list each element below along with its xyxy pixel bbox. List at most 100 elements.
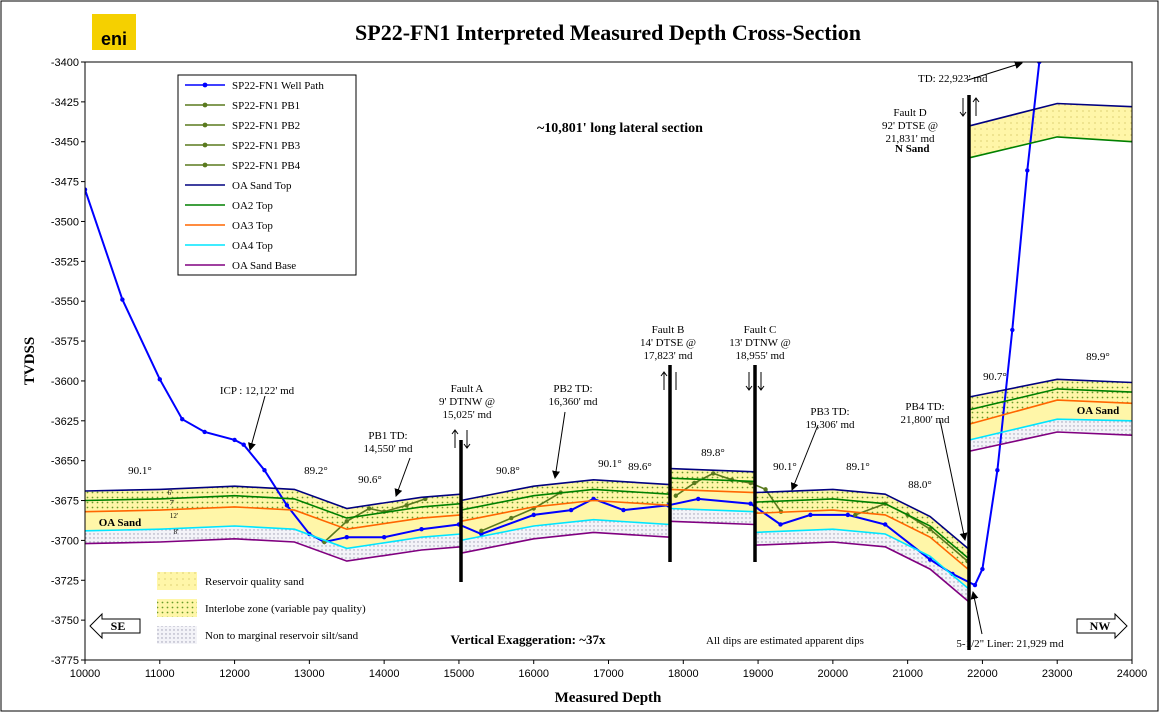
series-line <box>323 498 426 543</box>
point-marker <box>381 535 387 540</box>
series-line <box>85 136 1132 561</box>
point-marker <box>531 512 536 518</box>
x-tick-label: 24000 <box>1117 668 1148 680</box>
annotation: 16,360' md <box>548 396 598 408</box>
annotation: 21,800' md <box>900 414 950 426</box>
legend-label: OA4 Top <box>232 240 273 252</box>
legend-marker <box>202 142 208 148</box>
x-tick-label: 14000 <box>369 668 400 680</box>
pointer <box>552 411 566 479</box>
legend-label: SP22-FN1 PB3 <box>232 140 301 152</box>
point-marker <box>120 297 125 302</box>
fault-arrow <box>959 97 980 117</box>
point-marker <box>748 501 753 506</box>
x-tick-label: 16000 <box>518 668 549 680</box>
point-marker <box>509 515 514 521</box>
pointer <box>394 457 411 497</box>
nw-arrow <box>1076 612 1128 640</box>
y-tick-label: -3600 <box>51 376 79 388</box>
point-marker <box>419 527 424 532</box>
point-marker <box>883 522 888 527</box>
annotation: 89.8° <box>701 447 725 459</box>
x-axis-label: Measured Depth <box>555 690 662 706</box>
annotation: 90.8° <box>496 465 520 477</box>
annotation: 89.2° <box>304 465 328 477</box>
annotation: 89.1° <box>846 461 870 473</box>
se-arrow <box>89 612 141 640</box>
point-marker <box>621 507 626 513</box>
pointer <box>790 424 819 491</box>
chart-title: SP22-FN1 Interpreted Measured Depth Cros… <box>355 20 861 45</box>
annotation: PB2 TD: <box>553 383 592 395</box>
annotation: 14,550' md <box>363 443 413 455</box>
annotation: 92' DTSE @ <box>882 120 938 132</box>
logo-box <box>92 14 136 50</box>
point-marker <box>778 522 783 527</box>
point-marker <box>479 528 484 534</box>
lines <box>85 62 1132 604</box>
x-tick-label: 21000 <box>892 668 923 680</box>
point-marker <box>232 437 237 443</box>
y-tick-label: -3750 <box>51 615 79 627</box>
fault-arrow <box>660 371 677 390</box>
point-marker <box>180 417 185 422</box>
y-tick-label: -3500 <box>51 216 79 228</box>
fault-arrows <box>451 97 980 449</box>
annotation: ~10,801' long lateral section <box>537 121 703 136</box>
series-line <box>481 491 562 532</box>
legend-marker <box>202 102 208 108</box>
annotation: SE <box>111 619 126 633</box>
annotation: N Sand <box>895 143 930 155</box>
pointers <box>248 61 1023 635</box>
series-line <box>85 418 1132 591</box>
annotation: 18,955' md <box>735 350 785 362</box>
legend-label: OA Sand Base <box>232 260 296 272</box>
zone-fill <box>85 486 461 530</box>
point-marker <box>1037 62 1042 65</box>
x-tick-label: 17000 <box>593 668 624 680</box>
point-marker <box>995 468 1000 473</box>
y-axis-label: TVDSS <box>22 337 38 385</box>
point-marker <box>366 506 372 511</box>
series-line <box>85 102 1132 551</box>
point-marker <box>284 503 290 508</box>
y-tick-label: -3450 <box>51 137 79 149</box>
annotation: 89.9° <box>1086 351 1110 363</box>
pointer <box>967 61 1023 81</box>
annotation: 12' <box>170 512 178 520</box>
annotation: 17,823' md <box>643 350 693 362</box>
faults <box>459 95 971 650</box>
zone-fill <box>460 519 671 554</box>
y-tick-label: -3775 <box>51 655 79 667</box>
annotation: 19,306' md <box>805 419 855 431</box>
zone-swatch <box>157 599 197 617</box>
y-tick-label: -3400 <box>51 57 79 69</box>
annotation: Fault B <box>652 324 685 336</box>
logo: eni <box>101 29 127 49</box>
legend-label: OA3 Top <box>232 220 273 232</box>
annotation: 90.1° <box>128 465 152 477</box>
annotation: OA Sand <box>1077 405 1120 417</box>
legend-label: SP22-FN1 PB2 <box>232 120 300 132</box>
x-tick-label: 11000 <box>145 668 175 680</box>
legend-marker <box>202 122 208 128</box>
point-marker <box>157 377 162 382</box>
annotation: 21,831' md <box>885 133 935 145</box>
legend-label: OA Sand Top <box>232 180 292 192</box>
annotation: All dips are estimated apparent dips <box>706 635 864 647</box>
x-tick-label: 18000 <box>668 668 699 680</box>
zone-label: Non to marginal reservoir silt/sand <box>205 630 359 642</box>
annotation: 6' <box>168 489 173 497</box>
annotation: 90.7° <box>983 371 1007 383</box>
annotation: 88.0° <box>908 479 932 491</box>
point-marker <box>980 566 985 572</box>
x-tick-label: 12000 <box>219 668 250 680</box>
point-marker <box>696 496 701 502</box>
y-tick-label: -3650 <box>51 456 79 468</box>
annotation: OA Sand <box>99 517 142 529</box>
x-tick-label: 10000 <box>70 668 101 680</box>
series-line <box>85 399 1132 572</box>
y-tick-label: -3725 <box>51 575 79 587</box>
zone-label: Reservoir quality sand <box>205 576 304 588</box>
